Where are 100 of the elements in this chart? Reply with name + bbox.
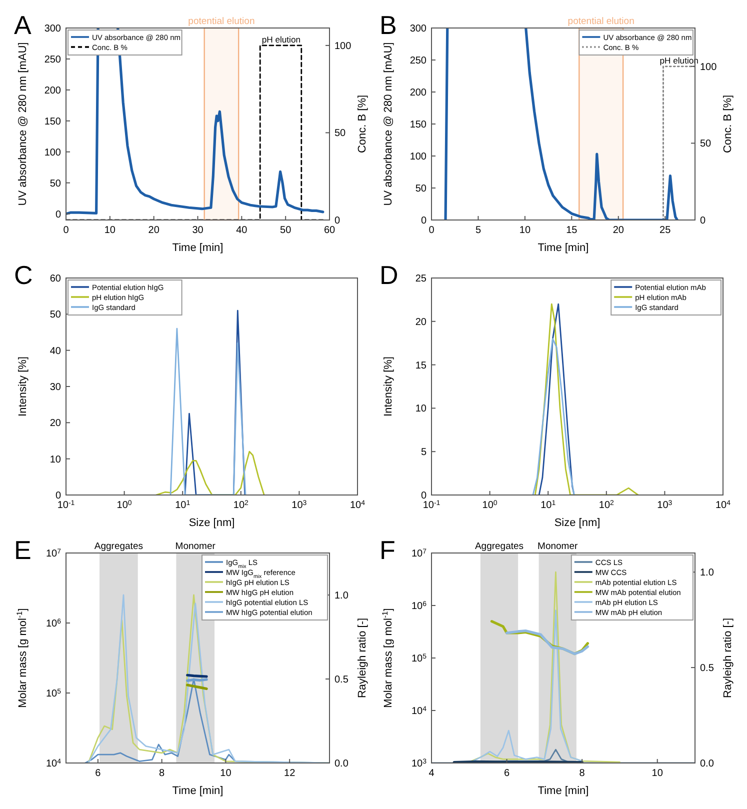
x-tick-label: 10$^{-1}$ bbox=[422, 500, 440, 511]
chart-title: B bbox=[380, 10, 397, 40]
y2-tick-label: 0 bbox=[334, 216, 340, 226]
chart-title: F bbox=[380, 535, 396, 565]
y-tick-label: 50 bbox=[415, 184, 427, 194]
x-tick-label: 10$^{4}$ bbox=[715, 500, 731, 511]
band-label: potential elution bbox=[188, 16, 255, 27]
chart-title: A bbox=[14, 10, 32, 40]
line-series bbox=[532, 338, 575, 495]
y-tick-label: 60 bbox=[50, 274, 62, 284]
x-tick-label: 20 bbox=[148, 225, 160, 236]
y-tick-label: 200 bbox=[410, 88, 427, 98]
y-axis-title: Intensity [%] bbox=[17, 356, 29, 416]
y2-tick-label: 100 bbox=[334, 40, 352, 52]
chart-title: C bbox=[14, 260, 33, 290]
y-tick-label: 0 bbox=[420, 216, 427, 226]
x-tick-label: 6 bbox=[504, 768, 510, 779]
y-tick-label: 10$^{4}$ bbox=[411, 706, 427, 717]
x-tick-label: 10$^{2}$ bbox=[598, 500, 614, 511]
band-label: potential elution bbox=[568, 16, 634, 27]
x-tick-label: 10$^{3}$ bbox=[292, 500, 307, 511]
y2-tick-label: 100 bbox=[700, 62, 718, 73]
band-label: Monomer bbox=[175, 541, 216, 552]
band-label: Aggregates bbox=[474, 541, 524, 552]
y-tick-label: 100 bbox=[410, 152, 427, 162]
y2-axis-title: Conc. B [%] bbox=[722, 94, 734, 154]
y2-axis-title: Rayleigh ratio [-] bbox=[356, 618, 368, 698]
y2-tick-label: 50 bbox=[700, 138, 712, 150]
y-tick-label: 5 bbox=[420, 447, 427, 458]
x-tick-label: 0 bbox=[63, 225, 70, 236]
x-tick-label: 40 bbox=[236, 225, 248, 236]
y2-tick-label: 1.0 bbox=[334, 590, 349, 602]
x-tick-label: 10$^{1}$ bbox=[175, 500, 190, 511]
x-axis-title: Time [min] bbox=[538, 785, 589, 797]
x-tick-label: 10$^{3}$ bbox=[657, 500, 672, 511]
x-axis-title: Size [nm] bbox=[188, 517, 235, 529]
x-tick-label: 10 bbox=[104, 225, 116, 236]
x-tick-label: 10 bbox=[220, 768, 232, 779]
band-label: Aggregates bbox=[94, 541, 144, 552]
x-tick-label: 6 bbox=[95, 768, 102, 779]
x-tick-label: 8 bbox=[579, 768, 586, 779]
y-tick-label: 25 bbox=[415, 274, 427, 284]
x-tick-label: 60 bbox=[324, 225, 336, 236]
y-tick-label: 200 bbox=[44, 85, 62, 96]
x-tick-label: 10 bbox=[652, 768, 664, 779]
y-tick-label: 10$^{6}$ bbox=[411, 600, 427, 612]
y-tick-label: 0 bbox=[55, 209, 62, 220]
y-tick-label: 10 bbox=[50, 454, 62, 466]
y-tick-label: 10$^{4}$ bbox=[46, 758, 62, 770]
x-tick-label: 10$^{1}$ bbox=[540, 500, 556, 511]
chart-title: E bbox=[14, 535, 32, 565]
line-series bbox=[472, 610, 583, 762]
x-tick-label: 50 bbox=[280, 225, 292, 236]
y2-tick-label: 0 bbox=[700, 216, 706, 226]
y2-tick-label: 1.0 bbox=[700, 568, 714, 579]
y2-tick-label: 0.0 bbox=[700, 758, 714, 770]
x-tick-label: 10$^{0}$ bbox=[116, 500, 132, 511]
y-tick-label: 300 bbox=[44, 24, 62, 34]
band-label: Monomer bbox=[538, 541, 578, 552]
y2-tick-label: 0.5 bbox=[700, 663, 714, 674]
y-tick-label: 10$^{6}$ bbox=[46, 618, 62, 630]
x-tick-label: 10$^{4}$ bbox=[350, 500, 366, 511]
x-tick-label: 12 bbox=[284, 768, 296, 779]
y-tick-label: 20 bbox=[50, 418, 62, 430]
y-tick-label: 50 bbox=[50, 310, 62, 321]
y-tick-label: 20 bbox=[415, 316, 427, 328]
x-tick-label: 8 bbox=[159, 768, 166, 779]
x-tick-label: 20 bbox=[612, 225, 624, 236]
y-tick-label: 10$^{5}$ bbox=[46, 688, 62, 700]
y-axis-title: UV absorbance @ 280 nm [mAU] bbox=[17, 42, 29, 206]
y2-tick-label: 0.5 bbox=[334, 674, 349, 686]
annotation: pH elution bbox=[262, 34, 301, 44]
y2-tick-label: 0.0 bbox=[334, 758, 349, 770]
y-tick-label: 250 bbox=[410, 56, 427, 66]
x-tick-label: 5 bbox=[475, 225, 482, 236]
x-tick-label: 10$^{0}$ bbox=[482, 500, 498, 511]
line-series bbox=[505, 629, 590, 656]
y-tick-label: 10$^{5}$ bbox=[411, 653, 427, 664]
y-axis-title: UV absorbance @ 280 nm [mAU] bbox=[382, 42, 394, 206]
y2-axis-title: Conc. B [%] bbox=[356, 94, 368, 154]
x-axis-title: Time [min] bbox=[172, 785, 224, 797]
x-tick-label: 15 bbox=[566, 225, 578, 236]
y-tick-label: 150 bbox=[44, 116, 62, 128]
y-tick-label: 300 bbox=[410, 24, 427, 34]
y-tick-label: 15 bbox=[415, 360, 427, 372]
x-axis-title: Time [min] bbox=[538, 242, 589, 254]
chart-title: D bbox=[380, 260, 398, 290]
x-tick-label: 4 bbox=[428, 768, 435, 779]
y-tick-label: 30 bbox=[50, 382, 62, 393]
x-axis-title: Time [min] bbox=[172, 242, 224, 254]
y2-tick-label: 50 bbox=[334, 128, 346, 140]
x-tick-label: 30 bbox=[192, 225, 204, 236]
x-tick-label: 25 bbox=[660, 225, 672, 236]
y-tick-label: 10$^{7}$ bbox=[46, 548, 62, 560]
y-axis-title: Intensity [%] bbox=[382, 356, 394, 416]
x-tick-label: 0 bbox=[428, 225, 435, 236]
x-tick-label: 10$^{2}$ bbox=[233, 500, 249, 511]
y-tick-label: 100 bbox=[44, 147, 62, 158]
x-axis-title: Size [nm] bbox=[554, 517, 600, 529]
y-tick-label: 10$^{3}$ bbox=[411, 758, 427, 770]
